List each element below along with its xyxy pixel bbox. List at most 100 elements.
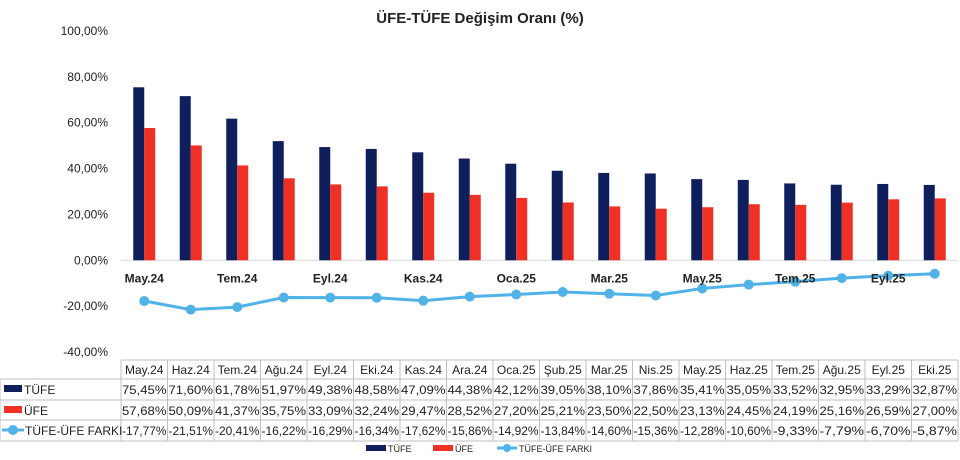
table-cell: 27,00% [913,404,958,418]
difference-point [604,288,615,299]
x-tick-label: Tem.25 [775,271,816,285]
difference-line [139,268,940,315]
legend-marker-icon [503,444,511,452]
table-cell: 27,20% [494,404,539,418]
table-cell: 24,19% [773,404,818,418]
table-cell: 75,45% [122,383,167,397]
table-header-cell: Mar.25 [591,363,628,377]
table-cell: -21,51% [169,424,214,438]
x-tick-label: Tem.24 [217,271,258,285]
legend-marker-icon [8,425,18,435]
ufe-bar [283,178,295,261]
table-cell: 38,10% [587,383,632,397]
difference-point [325,292,336,303]
table-cell: 26,59% [866,404,911,418]
table-cell: -10,60% [727,424,772,438]
table-cell: 22,50% [634,404,679,418]
table-row-label: TÜFE-ÜFE FARKI [25,424,122,438]
y-tick-label: 40,00% [67,162,108,176]
bars [133,87,946,261]
table-row-label: TÜFE [24,383,55,397]
ufe-bar [609,206,621,261]
table-cell: 33,52% [773,383,818,397]
table-cell: 37,86% [634,383,679,397]
table-header-cell: Ara.24 [452,363,488,377]
tufe-bar [551,170,563,261]
table-cell: -16,34% [355,424,400,438]
y-tick-label: 80,00% [67,70,108,84]
table-header-cell: Eyl.25 [872,363,906,377]
table-cell: 25,16% [820,404,865,418]
x-tick-label: Eyl.24 [313,271,348,285]
y-tick-label: 0,00% [74,253,108,267]
table-cell: 25,21% [541,404,586,418]
ufe-bar [330,184,342,261]
legend-swatch [366,445,386,451]
table-cell: 71,60% [169,383,214,397]
table-header-cell: Kas.24 [405,363,443,377]
tufe-bar [365,148,377,261]
difference-point [139,296,150,307]
y-axis: 100,00% 80,00% 60,00% 40,00% 20,00% 0,00% -20,… [61,24,958,359]
ufe-bar [795,204,807,261]
ufe-bar [888,199,900,261]
table-cell: -17,62% [401,424,446,438]
table-cell: -5,87% [913,424,958,438]
table-header-cell: Eyl.24 [314,363,348,377]
ufe-bar [841,202,853,261]
table-cell: 33,09% [308,404,353,418]
legend-swatch [4,406,22,413]
y-tick-label: 100,00% [61,24,109,38]
ufe-bar [934,198,946,261]
legend-swatch [4,385,22,392]
table-cell: -17,77% [122,424,167,438]
table-cell: 28,52% [448,404,493,418]
x-tick-label: Eyl.25 [871,271,906,285]
table-cell: -13,84% [541,424,586,438]
tufe-bar [691,179,703,261]
table-cell: 48,58% [355,383,400,397]
table-cell: -6,70% [866,424,911,438]
tufe-bar [226,118,238,261]
table-header-cell: Şub.25 [544,363,582,377]
x-tick-label: Oca.25 [497,271,537,285]
difference-point [278,292,289,303]
ufe-bar [516,197,528,261]
difference-point [232,302,243,313]
difference-point [790,276,801,287]
y-tick-label: -40,00% [63,345,108,359]
table-cell: 33,29% [866,383,911,397]
tufe-bar [877,183,889,261]
tufe-bar [505,163,517,261]
legend-swatch [433,445,453,451]
tufe-bar [179,96,191,261]
ufe-bar [423,192,435,261]
x-tick-label: May.25 [683,271,722,285]
table-cell: 32,87% [913,383,958,397]
table-cell: 41,37% [215,404,260,418]
legend: TÜFE ÜFE TÜFE-ÜFE FARKI [366,444,592,454]
ufe-bar [562,202,574,261]
table-header-cell: Eki.24 [360,363,394,377]
x-tick-label: Mar.25 [591,271,629,285]
table-cell: 35,41% [680,383,725,397]
table-header-cell: May.24 [125,363,164,377]
table-header-cell: Oca.25 [497,363,536,377]
y-tick-label: 20,00% [67,207,108,221]
x-axis: May.24 Tem.24 Eyl.24 Kas.24 Oca.25 Mar.25 May.… [125,271,906,285]
tufe-bar [133,87,145,261]
table-cell: 35,75% [262,404,307,418]
table-cell: 47,09% [401,383,446,397]
tufe-bar [830,184,842,261]
x-tick-label: Kas.24 [404,271,443,285]
tufe-bar [923,184,935,261]
table-cell: -15,86% [448,424,493,438]
ufe-bar [655,208,667,261]
legend-label: TÜFE-ÜFE FARKI [519,444,592,454]
tufe-bar [737,179,749,261]
table-header-cell: Ağu.25 [823,363,861,377]
table-cell: -16,22% [262,424,307,438]
table-header-cell: Eki.25 [918,363,952,377]
ufe-bar [469,194,481,261]
